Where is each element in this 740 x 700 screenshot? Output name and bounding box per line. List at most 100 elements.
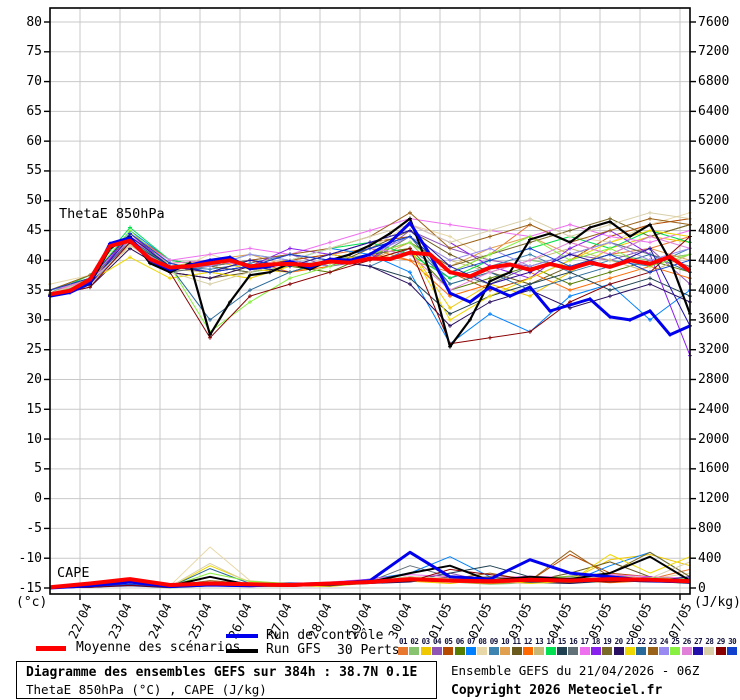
pert-number-label: 02 — [410, 637, 419, 646]
pert-number-label: 06 — [455, 637, 465, 646]
pert-number-label: 28 — [705, 637, 714, 646]
pert-color-swatch — [579, 647, 590, 655]
pert-color-swatch — [534, 647, 545, 655]
pert-number-label: 26 — [682, 637, 692, 646]
right-axis-unit-label: (J/kg) — [694, 595, 740, 610]
pert-number-label: 25 — [671, 637, 680, 646]
pert-color-swatch — [454, 647, 465, 655]
right-tick-label: 2000 — [698, 431, 730, 447]
pert-legend-item-15: 15 — [556, 638, 567, 655]
pert-legend-item-29: 29 — [715, 637, 726, 655]
info-box: Diagramme des ensembles GEFS sur 384h : … — [16, 661, 437, 699]
left-tick-label: 65 — [26, 103, 42, 119]
left-tick-label: -15 — [18, 580, 42, 596]
pert-number-label: 07 — [467, 637, 476, 646]
pert-color-swatch — [409, 647, 420, 655]
pert-color-swatch — [613, 647, 624, 655]
pert-number-label: 17 — [580, 637, 590, 646]
pert-color-swatch — [545, 647, 556, 655]
pert-number-label: 29 — [716, 637, 726, 646]
pert-legend-item-01: 01 — [398, 638, 408, 655]
pert-color-swatch — [659, 647, 670, 655]
left-tick-label: 55 — [26, 163, 42, 179]
pert-number-label: 19 — [603, 637, 612, 646]
pert-number-label: 23 — [648, 637, 658, 646]
mean-cape-line — [49, 577, 691, 590]
pert-number-label: 01 — [398, 637, 408, 646]
right-tick-label: 1600 — [698, 461, 730, 477]
left-tick-label: 75 — [26, 44, 42, 60]
pert-number-label: 12 — [523, 637, 533, 646]
pert-legend-item-08: 08 — [477, 637, 488, 655]
left-tick-label: 5 — [34, 461, 42, 477]
left-tick-label: -5 — [26, 520, 42, 536]
pert-color-swatch — [568, 647, 579, 655]
gfs-legend-line — [226, 649, 258, 653]
pert-legend-item-20: 20 — [613, 637, 624, 655]
right-tick-label: 800 — [698, 520, 722, 536]
pert-color-swatch — [727, 647, 738, 655]
left-tick-label: 35 — [26, 282, 42, 298]
control-legend-label: Run de contrôle — [266, 628, 384, 643]
pert-color-swatch — [511, 647, 522, 655]
pert-legend-item-22: 22 — [636, 637, 647, 655]
pert-number-label: 18 — [591, 637, 601, 646]
pert-color-swatch — [670, 647, 681, 655]
pert-legend-item-16: 16 — [568, 638, 579, 655]
left-tick-label: 50 — [26, 193, 42, 209]
pert-color-swatch — [681, 647, 692, 655]
pert-legend-item-09: 09 — [488, 638, 499, 655]
pert-number-label: 08 — [478, 637, 487, 646]
pert-color-swatch — [647, 647, 658, 655]
right-tick-label: 400 — [698, 550, 722, 566]
pert-color-swatch — [693, 647, 704, 655]
right-tick-label: 4000 — [698, 282, 730, 298]
copyright-text: Copyright 2026 Meteociel.fr — [451, 683, 663, 698]
right-tick-label: 7200 — [698, 44, 730, 60]
right-tick-label: 3600 — [698, 312, 730, 328]
left-tick-label: 25 — [26, 342, 42, 358]
pert-legend-item-28: 28 — [704, 637, 715, 655]
gfs-legend-label: Run GFS — [266, 642, 321, 657]
pert-number-label: 20 — [614, 637, 624, 646]
left-tick-label: -10 — [18, 550, 42, 566]
pert-legend-item-13: 13 — [534, 638, 545, 655]
pert-color-swatch — [488, 647, 499, 655]
thetae-series-label: ThetaE 850hPa — [59, 206, 165, 222]
pert-number-label: 22 — [637, 637, 646, 646]
pert-number-label: 05 — [444, 637, 453, 646]
pert-color-swatch — [602, 647, 613, 655]
pert-color-swatch — [556, 647, 567, 655]
pert-legend-item-23: 23 — [647, 637, 658, 655]
right-tick-label: 5200 — [698, 193, 730, 209]
control-legend-line — [226, 634, 258, 638]
pert-color-swatch — [704, 647, 715, 655]
pert-color-swatch — [625, 647, 635, 655]
left-tick-label: 70 — [26, 74, 42, 90]
pert-number-label: 03 — [421, 637, 431, 646]
pert-legend-item-26: 26 — [681, 637, 692, 655]
pert-legend-item-14: 14 — [545, 638, 556, 655]
pert-color-swatch — [398, 647, 408, 655]
right-tick-label: 3200 — [698, 342, 730, 358]
perturbation-color-legend: 01 02 03 04 05 06 07 08 09 10 11 12 13 14 15 16 17 18 19 20… — [398, 638, 739, 657]
pert-legend-item-07: 07 — [466, 637, 477, 655]
right-tick-label: 0 — [698, 580, 706, 596]
right-tick-label: 7600 — [698, 14, 730, 30]
pert-legend-item-27: 27 — [693, 638, 704, 655]
diagram-subtitle: ThetaE 850hPa (°C) , CAPE (J/kg) — [26, 682, 267, 697]
pert-legend-item-06: 06 — [454, 637, 465, 655]
pert-color-swatch — [715, 647, 726, 655]
pert-legend-item-21: 21 — [625, 638, 635, 655]
pert-color-swatch — [432, 647, 443, 655]
pert-legend-item-05: 05 — [443, 637, 454, 655]
left-tick-label: 45 — [26, 223, 42, 238]
pert-legend-item-10: 10 — [500, 638, 511, 655]
right-tick-label: 6000 — [698, 133, 730, 149]
pert-color-swatch — [636, 647, 647, 655]
pert-legend-item-02: 02 — [409, 637, 420, 655]
mean-legend-label: Moyenne des scénarios — [76, 640, 241, 655]
pert-number-label: 11 — [512, 637, 521, 646]
left-tick-label: 20 — [26, 372, 42, 387]
